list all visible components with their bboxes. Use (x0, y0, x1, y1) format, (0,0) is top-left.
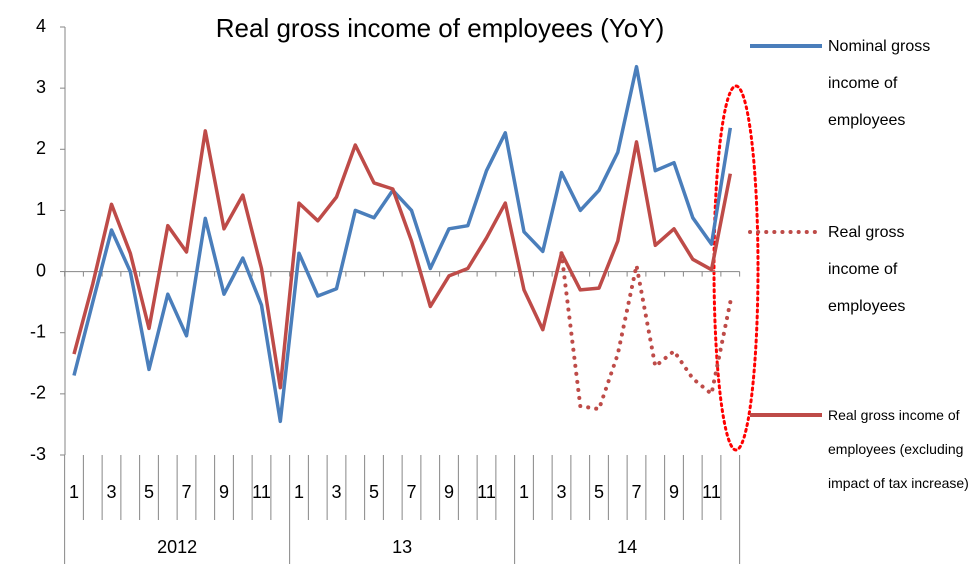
year-label: 13 (392, 537, 412, 557)
y-tick-label: 2 (36, 138, 46, 158)
year-label: 14 (617, 537, 637, 557)
x-tick-label: 1 (519, 482, 529, 502)
year-label: 2012 (157, 537, 197, 557)
x-tick-label: 3 (331, 482, 341, 502)
x-tick-label: 1 (69, 482, 79, 502)
x-tick-label: 9 (219, 482, 229, 502)
legend-label: Real gross income of employees (excludin… (828, 407, 969, 491)
y-tick-label: 4 (36, 16, 46, 36)
x-tick-label: 7 (181, 482, 191, 502)
x-tick-label: 11 (702, 482, 721, 502)
series-line (72, 64, 733, 424)
series-line (559, 251, 733, 412)
legend-label: Real gross income of employees (828, 223, 906, 315)
x-tick-label: 5 (594, 482, 604, 502)
x-tick-label: 9 (444, 482, 454, 502)
y-tick-label: -3 (30, 444, 46, 464)
x-tick-label: 1 (294, 482, 304, 502)
y-tick-label: -1 (30, 321, 46, 341)
x-tick-label: 9 (669, 482, 679, 502)
x-tick-label: 11 (252, 482, 271, 502)
x-tick-label: 5 (144, 482, 154, 502)
series-line (72, 129, 733, 390)
x-tick-label: 7 (631, 482, 641, 502)
x-tick-label: 11 (477, 482, 496, 502)
x-tick-label: 7 (406, 482, 416, 502)
x-tick-label: 3 (106, 482, 116, 502)
y-tick-label: -2 (30, 383, 46, 403)
chart-title: Real gross income of employees (YoY) (216, 13, 664, 43)
y-tick-label: 0 (36, 260, 46, 280)
legend-label: Nominal gross income of employees (828, 37, 931, 129)
x-tick-label: 5 (369, 482, 379, 502)
y-tick-label: 3 (36, 77, 46, 97)
x-tick-label: 3 (556, 482, 566, 502)
highlight-ellipse (712, 84, 760, 452)
y-tick-label: 1 (36, 199, 46, 219)
